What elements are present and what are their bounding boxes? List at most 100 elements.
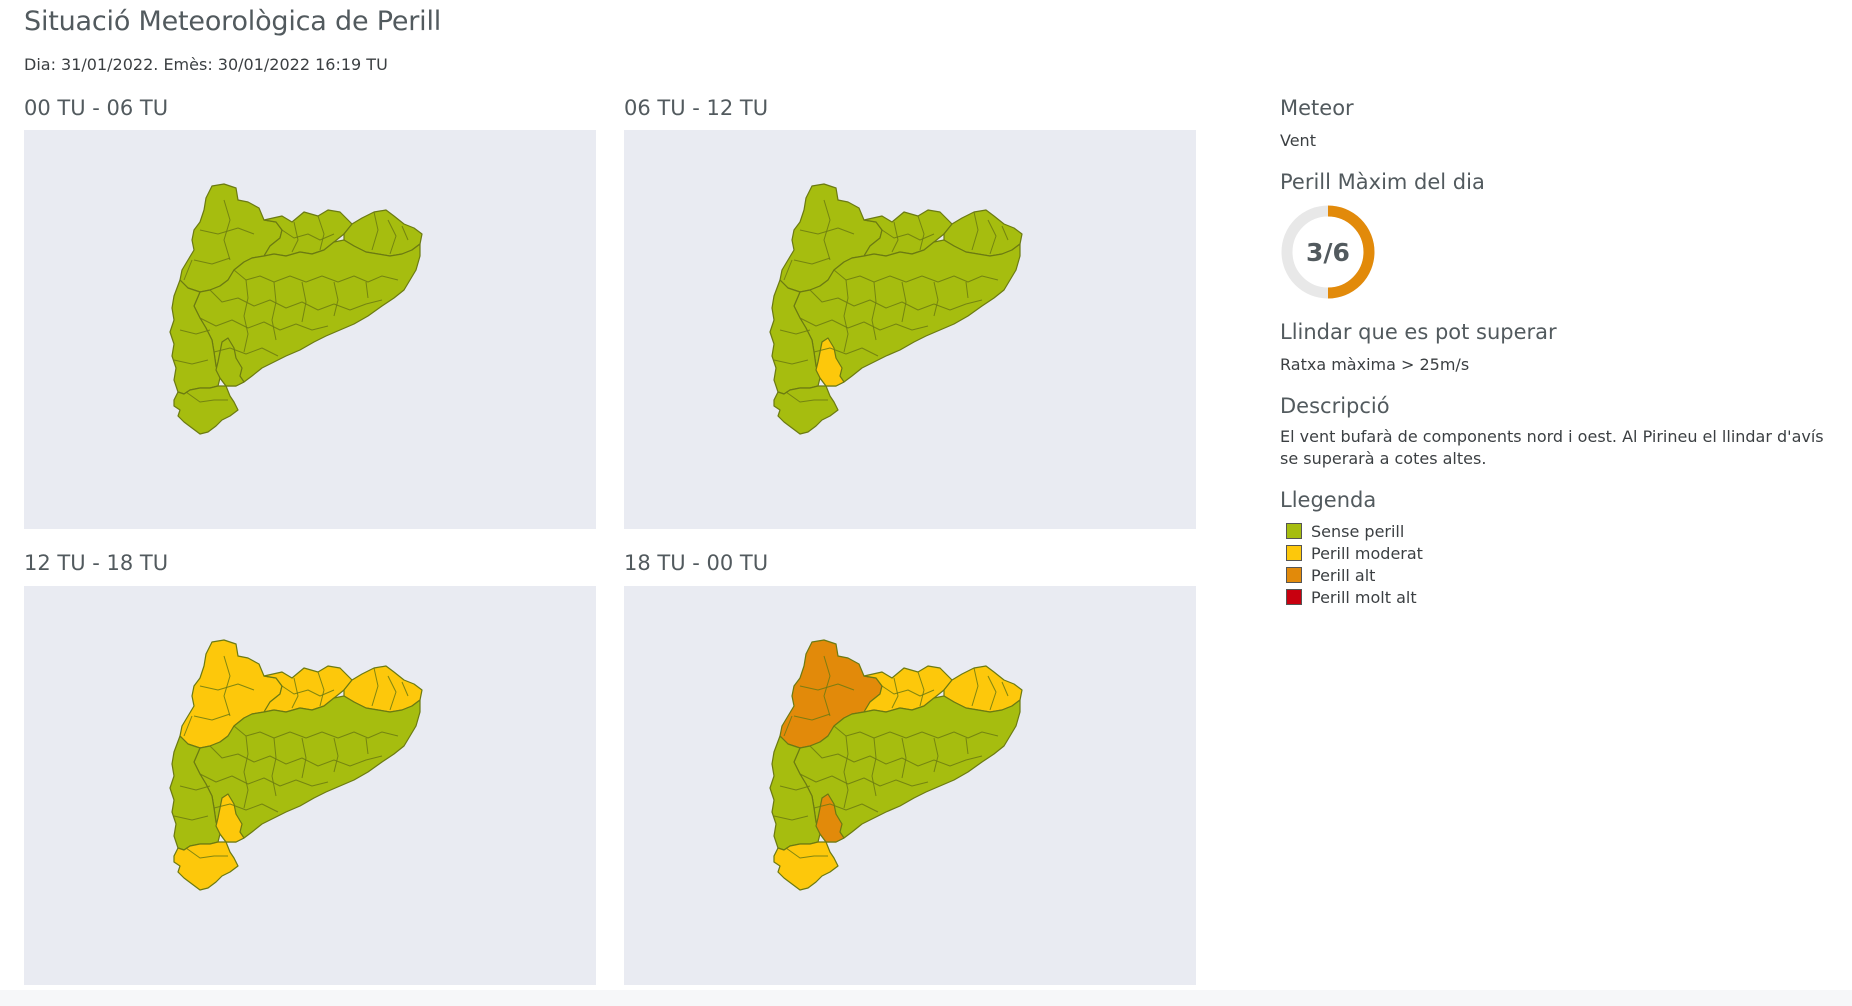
comarca-border xyxy=(209,745,383,767)
comarca-border xyxy=(317,215,325,251)
comarca-border xyxy=(179,785,211,791)
comarca-border xyxy=(891,677,899,709)
comarca-border xyxy=(199,227,255,235)
comarca-border xyxy=(987,219,997,255)
comarca-border xyxy=(933,281,939,317)
comarca-border xyxy=(783,715,793,737)
comarca-border xyxy=(401,225,409,241)
comarca-border xyxy=(387,219,397,255)
comarca-border xyxy=(185,847,228,859)
comarca-border xyxy=(809,745,983,767)
comarca-border xyxy=(365,281,369,299)
comarca-border xyxy=(891,221,899,253)
region-delta xyxy=(773,841,839,891)
comarca-border xyxy=(185,391,228,403)
comarca-border xyxy=(971,667,979,707)
meteor-value: Vent xyxy=(1280,131,1316,150)
info-sidebar: Meteor Vent Perill Màxim del dia 3/6 Lli… xyxy=(1280,96,1840,608)
footer-band xyxy=(0,990,1852,1006)
legend-swatch xyxy=(1286,545,1302,561)
legend-item-alt: Perill alt xyxy=(1280,564,1840,586)
comarca-border xyxy=(1001,225,1009,241)
comarca-border xyxy=(291,677,299,709)
comarca-border xyxy=(785,847,828,859)
comarca-border xyxy=(401,681,409,697)
comarca-border xyxy=(281,229,335,241)
comarca-border xyxy=(917,215,925,251)
comarca-border xyxy=(333,737,339,773)
comarca-border xyxy=(833,269,999,283)
comarca-border xyxy=(173,815,209,821)
comarca-border xyxy=(901,737,907,779)
comarca-border xyxy=(843,279,849,353)
comarca-border xyxy=(193,713,231,721)
comarca-border xyxy=(333,281,339,317)
comarca-border xyxy=(871,737,877,797)
comarca-border xyxy=(799,683,855,691)
comarca-border xyxy=(199,317,329,331)
comarca-border xyxy=(779,329,811,335)
description-text: El vent bufarà de components nord i oest… xyxy=(1280,427,1824,468)
legend-heading: Llegenda xyxy=(1280,488,1377,512)
panel-title-2: 06 TU - 12 TU xyxy=(624,96,769,120)
comarca-border xyxy=(799,773,929,787)
comarca-border xyxy=(799,317,929,331)
comarca-border xyxy=(933,737,939,773)
comarca-border xyxy=(301,737,307,779)
comarca-border xyxy=(183,715,193,737)
comarca-border xyxy=(371,211,379,251)
panel-title-1: 00 TU - 06 TU xyxy=(24,96,169,120)
comarca-border xyxy=(793,713,831,721)
max-danger-value: 3/6 xyxy=(1306,237,1350,267)
comarca-border xyxy=(779,785,811,791)
comarca-border xyxy=(173,359,209,365)
comarca-border xyxy=(213,347,279,357)
legend-item-moderat: Perill moderat xyxy=(1280,542,1840,564)
comarca-border xyxy=(193,257,231,265)
comarca-border xyxy=(179,329,211,335)
comarca-border xyxy=(785,391,828,403)
region-delta xyxy=(773,385,839,435)
catalonia-map xyxy=(769,183,1023,435)
comarca-border xyxy=(809,289,983,311)
comarca-border xyxy=(317,671,325,707)
comarca-border xyxy=(881,229,935,241)
map-panel-2[interactable] xyxy=(624,130,1196,529)
map-panel-1[interactable] xyxy=(24,130,596,529)
comarca-border xyxy=(213,803,279,813)
panel-title-3: 12 TU - 18 TU xyxy=(24,551,169,575)
region-delta xyxy=(173,841,239,891)
comarca-border xyxy=(209,289,383,311)
comarca-border xyxy=(223,199,231,261)
threshold-heading: Llindar que es pot superar xyxy=(1280,320,1557,344)
comarca-border xyxy=(843,735,849,809)
comarca-border xyxy=(271,281,277,341)
comarca-border xyxy=(223,655,231,717)
max-danger-gauge: 3/6 xyxy=(1280,204,1376,300)
comarca-border xyxy=(233,269,399,283)
comarca-border xyxy=(823,199,831,261)
comarca-border xyxy=(281,685,335,697)
catalonia-map xyxy=(169,183,423,435)
catalonia-map xyxy=(769,639,1023,891)
gauge-arc xyxy=(1327,205,1375,299)
threshold-value: Ratxa màxima > 25m/s xyxy=(1280,355,1470,374)
legend-item-sense: Sense perill xyxy=(1280,520,1840,542)
comarca-border xyxy=(917,671,925,707)
legend-swatch xyxy=(1286,523,1302,539)
comarca-border xyxy=(301,281,307,323)
comarca-border xyxy=(971,211,979,251)
max-danger-heading: Perill Màxim del dia xyxy=(1280,170,1485,194)
map-panel-3[interactable] xyxy=(24,586,596,985)
comarca-border xyxy=(183,259,193,281)
comarca-border xyxy=(243,735,249,809)
comarca-border xyxy=(813,347,879,357)
meteor-heading: Meteor xyxy=(1280,96,1354,120)
map-panel-4[interactable] xyxy=(624,586,1196,985)
comarca-border xyxy=(199,773,329,787)
comarca-border xyxy=(987,675,997,711)
comarca-border xyxy=(833,725,999,739)
comarca-border xyxy=(901,281,907,323)
region-delta xyxy=(173,385,239,435)
comarca-border xyxy=(965,737,969,755)
